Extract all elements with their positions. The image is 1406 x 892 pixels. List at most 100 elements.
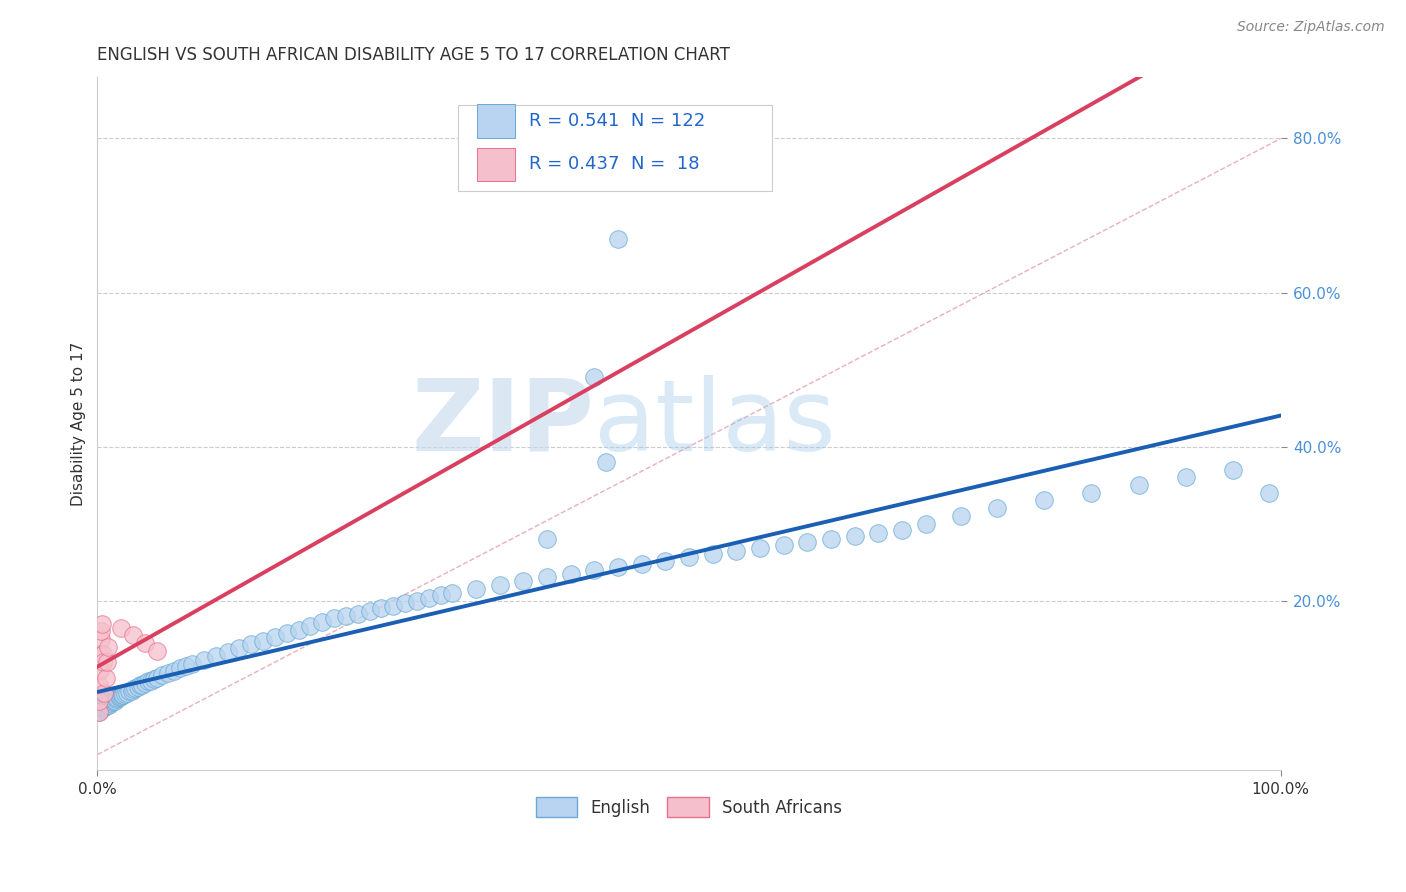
Point [89,648,111,662]
Point [139,673,162,688]
Point [87,705,110,719]
Point [157,665,180,680]
Point [91,616,114,631]
Point [89,663,111,677]
Point [121,682,143,697]
Point [94,671,117,685]
Text: ENGLISH VS SOUTH AFRICAN DISABILITY AGE 5 TO 17 CORRELATION CHART: ENGLISH VS SOUTH AFRICAN DISABILITY AGE … [97,46,730,64]
Point [607,559,630,574]
Bar [477,147,515,181]
Legend: English, South Africans: English, South Africans [529,790,849,824]
Point [87,678,110,692]
Point [536,570,558,584]
Point [152,668,174,682]
Point [204,648,226,663]
Point [891,523,914,537]
Point [986,501,1008,516]
Point [93,686,115,700]
Point [90,694,112,708]
Point [844,529,866,543]
Point [418,591,440,606]
Point [110,621,132,635]
Point [115,686,138,700]
Point [121,628,143,642]
Point [98,698,121,712]
Point [169,661,191,675]
Point [370,601,392,615]
Point [100,691,122,706]
Point [725,544,748,558]
Point [560,566,582,581]
Point [114,687,136,701]
Point [100,695,122,709]
Point [87,698,110,712]
Point [97,697,120,711]
Point [394,596,416,610]
Point [89,695,111,709]
Y-axis label: Disability Age 5 to 17: Disability Age 5 to 17 [72,342,86,506]
Point [91,696,114,710]
Point [97,693,120,707]
Point [335,609,357,624]
Point [240,637,263,651]
Point [465,582,488,596]
Point [630,557,652,571]
Point [406,593,429,607]
Point [346,607,368,621]
Point [110,689,132,703]
Point [311,615,333,629]
Point [96,698,118,712]
Point [950,508,973,523]
Point [98,692,121,706]
Point [1033,493,1056,508]
Point [98,696,121,710]
Point [101,694,124,708]
Point [90,701,112,715]
Point [94,691,117,706]
Text: ZIP: ZIP [412,375,595,472]
Point [98,694,121,708]
Point [193,653,215,667]
Point [131,677,153,691]
Point [359,604,381,618]
Point [488,578,510,592]
Point [1080,485,1102,500]
Point [536,532,558,546]
Point [796,535,818,549]
Point [98,690,121,704]
Point [382,599,405,613]
Text: Source: ZipAtlas.com: Source: ZipAtlas.com [1237,20,1385,34]
Point [228,641,250,656]
Point [91,648,114,662]
Point [607,232,630,246]
Point [94,695,117,709]
Point [91,699,114,714]
Point [595,455,617,469]
Point [263,630,285,644]
Point [89,703,111,717]
Point [103,693,125,707]
Point [654,553,676,567]
Point [90,632,112,646]
Text: R = 0.437  N =  18: R = 0.437 N = 18 [529,155,700,173]
Point [145,643,167,657]
Point [87,694,110,708]
Point [90,624,112,639]
Point [101,690,124,704]
Point [299,619,322,633]
Point [441,586,464,600]
Point [583,370,606,384]
Point [181,657,204,671]
Point [107,691,129,706]
Point [87,701,110,715]
Point [118,684,141,698]
Point [121,683,143,698]
Point [323,611,346,625]
Point [163,664,186,678]
Point [1175,470,1198,484]
Point [87,705,110,719]
Point [143,672,166,686]
Point [93,696,115,710]
Point [89,691,111,706]
Point [94,699,117,714]
